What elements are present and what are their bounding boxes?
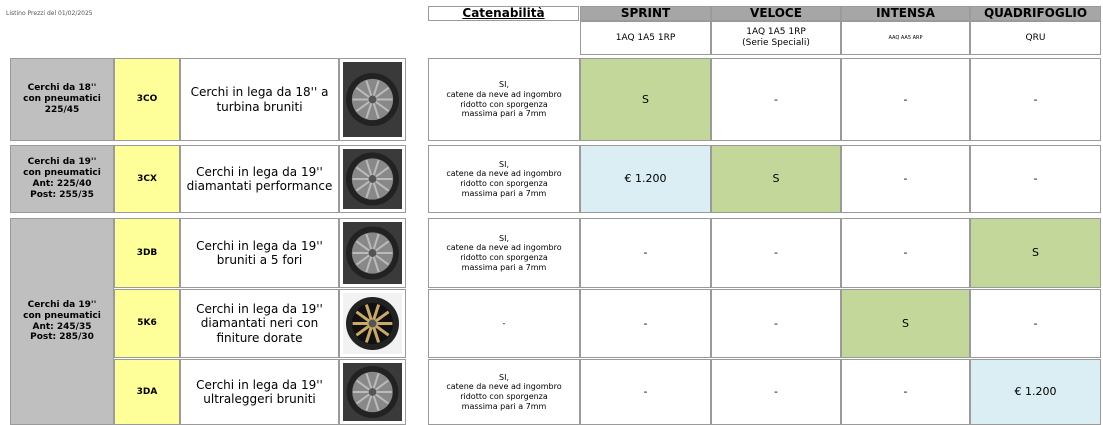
group-label: Cerchi da 19'' con pneumatici Ant: 245/3… <box>10 218 114 425</box>
catenability-title: Catenabilità <box>428 6 579 21</box>
wheel-image <box>343 293 402 354</box>
price-cell: S <box>841 289 970 358</box>
price-cell: - <box>711 58 841 141</box>
code: 3CX <box>114 145 180 213</box>
price-cell: - <box>841 359 970 425</box>
image-frame <box>339 218 406 288</box>
description: Cerchi in lega da 19'' ultraleggeri brun… <box>180 359 339 425</box>
price-cell: € 1.200 <box>580 145 711 213</box>
group-label: Cerchi da 19'' con pneumatici Ant: 225/4… <box>10 145 114 213</box>
price-cell: - <box>841 145 970 213</box>
price-cell: S <box>580 58 711 141</box>
image-frame <box>339 145 406 213</box>
price-cell: - <box>711 218 841 288</box>
wheel-image <box>343 222 402 284</box>
catenability: SI, catene da neve ad ingombro ridotto c… <box>428 218 580 288</box>
wheel-image <box>343 363 402 421</box>
model-codes: AAQ AA5 ARP <box>841 21 970 55</box>
price-cell: - <box>711 289 841 358</box>
image-frame <box>339 58 406 141</box>
price-cell: € 1.200 <box>970 359 1101 425</box>
description: Cerchi in lega da 18'' a turbina bruniti <box>180 58 339 141</box>
model-name: INTENSA <box>841 6 970 21</box>
price-cell: - <box>580 359 711 425</box>
price-cell: - <box>580 218 711 288</box>
price-cell: - <box>970 145 1101 213</box>
price-cell: - <box>970 58 1101 141</box>
wheel-image <box>343 62 402 137</box>
model-codes: 1AQ 1A5 1RP <box>580 21 711 55</box>
price-cell: - <box>841 218 970 288</box>
price-cell: - <box>970 289 1101 358</box>
price-cell: - <box>841 58 970 141</box>
code: 5K6 <box>114 289 180 358</box>
code: 3DA <box>114 359 180 425</box>
code: 3CO <box>114 58 180 141</box>
price-cell: - <box>580 289 711 358</box>
description: Cerchi in lega da 19'' diamantati neri c… <box>180 289 339 358</box>
description: Cerchi in lega da 19'' diamantati perfor… <box>180 145 339 213</box>
model-name: QUADRIFOGLIO <box>970 6 1101 21</box>
code: 3DB <box>114 218 180 288</box>
image-frame <box>339 289 406 358</box>
catenability: SI, catene da neve ad ingombro ridotto c… <box>428 359 580 425</box>
description: Cerchi in lega da 19'' bruniti a 5 fori <box>180 218 339 288</box>
group-label: Cerchi da 18'' con pneumatici 225/45 <box>10 58 114 141</box>
model-codes: QRU <box>970 21 1101 55</box>
catenability: SI, catene da neve ad ingombro ridotto c… <box>428 145 580 213</box>
price-cell: - <box>711 359 841 425</box>
price-cell: S <box>711 145 841 213</box>
price-cell: S <box>970 218 1101 288</box>
catenability: - <box>428 289 580 358</box>
note: Listino Prezzi del 01/02/2025 <box>6 10 93 18</box>
wheel-image <box>343 149 402 209</box>
model-name: SPRINT <box>580 6 711 21</box>
model-name: VELOCE <box>711 6 841 21</box>
model-codes: 1AQ 1A5 1RP (Serie Speciali) <box>711 21 841 55</box>
catenability: SI, catene da neve ad ingombro ridotto c… <box>428 58 580 141</box>
